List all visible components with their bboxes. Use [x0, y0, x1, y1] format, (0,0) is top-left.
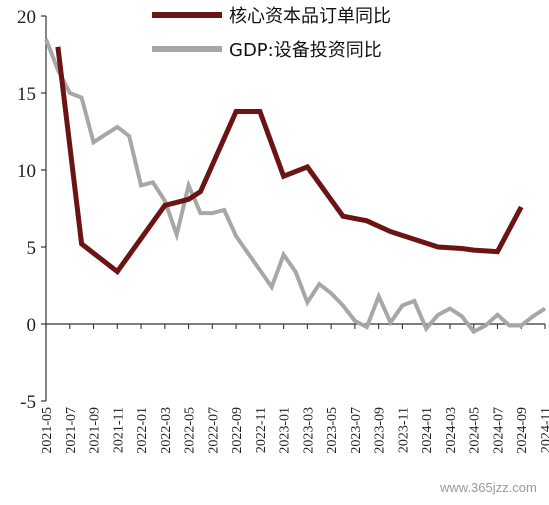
x-tick-label: 2024-09: [515, 407, 530, 454]
series-line-equipment-investment: [44, 38, 547, 335]
legend-label-equipment: GDP:设备投资同比: [229, 40, 382, 61]
legend-label-orders: 核心资本品订单同比: [229, 6, 391, 27]
x-tick-label: 2022-11: [254, 407, 269, 453]
y-tick-label: 15: [17, 84, 36, 105]
x-tick-label: 2022-01: [135, 407, 150, 454]
x-tick-label: 2024-07: [491, 407, 506, 454]
x-tick-label: 2023-03: [301, 407, 316, 454]
x-tick-label: 2021-05: [40, 407, 55, 454]
x-tick-label: 2024-11: [539, 407, 549, 453]
watermark: www.365jzz.com: [439, 480, 537, 495]
x-tick-label: 2022-07: [206, 407, 221, 454]
x-tick-label: 2023-09: [373, 407, 388, 454]
y-tick-label: 20: [17, 7, 36, 28]
x-tick-label: 2023-07: [349, 407, 364, 454]
series-line-core-capital-orders: [55, 46, 524, 276]
y-tick-label: -5: [20, 392, 36, 413]
series-layer: [44, 38, 547, 335]
x-tick-label: 2023-01: [278, 407, 293, 454]
x-tick-label: 2024-05: [468, 407, 483, 454]
x-tick-label: 2021-09: [88, 407, 103, 454]
x-tick-label: 2023-05: [325, 407, 340, 454]
x-tick-label: 2022-03: [159, 407, 174, 454]
axes: -5 0 5 10 15 20 2021-05 2021-07 2021-09 2021-11 20…: [17, 7, 549, 454]
y-tick-label: 5: [27, 238, 37, 259]
y-tick-label: 10: [17, 161, 36, 182]
x-tick-label: 2023-11: [396, 407, 411, 453]
y-tick-label: 0: [27, 315, 37, 336]
legend: 核心资本品订单同比 GDP:设备投资同比: [152, 6, 391, 61]
x-tick-label: 2021-07: [64, 407, 79, 454]
x-tick-label: 2022-09: [230, 407, 245, 454]
x-tick-label: 2024-01: [420, 407, 435, 454]
x-tick-label: 2021-11: [111, 407, 126, 453]
x-tick-label: 2022-05: [183, 407, 198, 454]
x-tick-label: 2024-03: [444, 407, 459, 454]
